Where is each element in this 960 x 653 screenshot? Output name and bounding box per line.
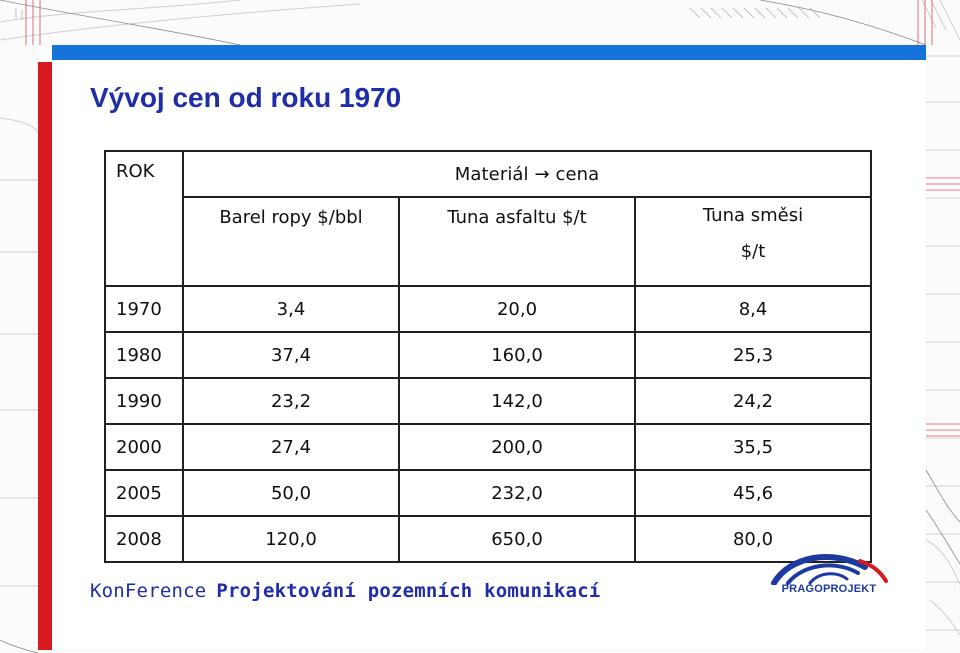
- conference-footer: KonFerence Projektování pozemních komunik…: [90, 582, 600, 601]
- year-value: 2000: [116, 436, 162, 458]
- mix-column-header: Tuna směsi $/t: [633, 196, 873, 287]
- mix-column-stack: Tuna směsi $/t: [636, 207, 870, 261]
- mix-price-value: 35,5: [732, 436, 774, 458]
- oil-price-value: 37,4: [270, 344, 312, 366]
- oil-price-value: 27,4: [270, 436, 312, 458]
- asphalt-price-cell: 20,0: [398, 285, 636, 333]
- oil-price-cell: 27,4: [182, 423, 400, 471]
- logo-text: PRAGOPROJEKT: [781, 583, 877, 595]
- price-table: ROK Materiál → cena Barel ropy $/bbl Tun…: [104, 150, 873, 563]
- oil-price-value: 23,2: [270, 390, 312, 412]
- mix-price-cell: 45,6: [633, 469, 873, 517]
- mix-price-value: 8,4: [738, 298, 768, 320]
- material-header-label: Materiál → cena: [454, 163, 600, 185]
- slide-title: Vývoj cen od roku 1970: [90, 82, 402, 113]
- asphalt-price-value: 20,0: [496, 298, 538, 320]
- table-row: 1970 3,4 20,0 8,4: [104, 285, 873, 333]
- oil-column-label: Barel ropy $/bbl: [219, 207, 363, 228]
- asphalt-price-value: 650,0: [491, 528, 543, 550]
- mix-price-cell: 24,2: [633, 377, 873, 425]
- mix-column-unit: $/t: [740, 241, 766, 262]
- asphalt-price-cell: 200,0: [398, 423, 636, 471]
- year-cell: 1990: [104, 377, 184, 425]
- material-header-cell: Materiál → cena: [181, 150, 873, 198]
- asphalt-price-value: 232,0: [491, 482, 543, 504]
- asphalt-column-label: Tuna asfaltu $/t: [447, 207, 587, 228]
- table-row: 1980 37,4 160,0 25,3: [104, 331, 873, 379]
- year-value: 1970: [116, 298, 162, 320]
- table-row: 2005 50,0 232,0 45,6: [104, 469, 873, 517]
- table-row: 1990 23,2 142,0 24,2: [104, 377, 873, 425]
- oil-price-value: 3,4: [276, 298, 306, 320]
- asphalt-column-header: Tuna asfaltu $/t: [398, 196, 636, 287]
- conference-prefix: KonFerence: [90, 580, 207, 602]
- oil-column-header: Barel ropy $/bbl: [182, 196, 400, 287]
- left-accent-bar: [38, 62, 52, 650]
- oil-price-cell: 120,0: [182, 515, 400, 563]
- asphalt-price-value: 142,0: [491, 390, 543, 412]
- asphalt-price-cell: 142,0: [398, 377, 636, 425]
- mix-price-cell: 25,3: [633, 331, 873, 379]
- year-cell: 2005: [104, 469, 184, 517]
- oil-price-value: 120,0: [265, 528, 317, 550]
- price-table-wrapper: ROK Materiál → cena Barel ropy $/bbl Tun…: [104, 150, 873, 563]
- mix-price-cell: 8,4: [633, 285, 873, 333]
- mix-price-value: 24,2: [732, 390, 774, 412]
- mix-price-value: 80,0: [732, 528, 774, 550]
- year-value: 2005: [116, 482, 162, 504]
- year-value: 1980: [116, 344, 162, 366]
- table-row: 2008 120,0 650,0 80,0: [104, 515, 873, 563]
- table-header-row: ROK Materiál → cena: [104, 150, 873, 287]
- top-accent-bar: [52, 45, 926, 60]
- year-cell: 1970: [104, 285, 184, 333]
- mix-price-value: 45,6: [732, 482, 774, 504]
- table-subheader-row: Barel ropy $/bbl Tuna asfaltu $/t Tuna s…: [105, 196, 873, 287]
- year-header-label: ROK: [116, 161, 155, 182]
- asphalt-price-cell: 232,0: [398, 469, 636, 517]
- mix-column-label: Tuna směsi: [702, 205, 804, 226]
- asphalt-price-value: 160,0: [491, 344, 543, 366]
- asphalt-price-value: 200,0: [491, 436, 543, 458]
- mix-price-value: 25,3: [732, 344, 774, 366]
- mix-price-cell: 35,5: [633, 423, 873, 471]
- oil-price-value: 50,0: [270, 482, 312, 504]
- year-cell: 1980: [104, 331, 184, 379]
- year-cell: 2000: [104, 423, 184, 471]
- asphalt-price-cell: 650,0: [398, 515, 636, 563]
- table-row: 2000 27,4 200,0 35,5: [104, 423, 873, 471]
- year-header-cell: ROK: [104, 150, 184, 287]
- oil-price-cell: 37,4: [182, 331, 400, 379]
- oil-price-cell: 50,0: [182, 469, 400, 517]
- pragoprojekt-logo: PRAGOPROJEKT: [770, 551, 888, 609]
- bridge-logo-icon: [771, 554, 888, 585]
- year-value: 2008: [116, 528, 162, 550]
- asphalt-price-cell: 160,0: [398, 331, 636, 379]
- oil-price-cell: 23,2: [182, 377, 400, 425]
- oil-price-cell: 3,4: [182, 285, 400, 333]
- conference-title: Projektování pozemních komunikací: [216, 580, 601, 602]
- year-value: 1990: [116, 390, 162, 412]
- year-cell: 2008: [104, 515, 184, 563]
